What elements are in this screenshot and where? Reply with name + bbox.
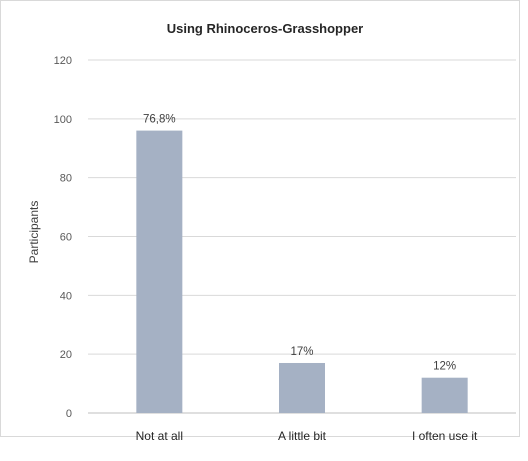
bars [136, 130, 468, 413]
data-label: 76,8% [143, 114, 176, 126]
data-label: 17% [290, 346, 313, 358]
y-tick-label: 0 [66, 408, 72, 420]
y-tick-label: 60 [60, 232, 72, 244]
category-label: I often use it [412, 429, 478, 443]
y-tick-label: 80 [60, 173, 72, 185]
data-labels: 76,8% 17% 12% [143, 114, 456, 373]
bar [279, 362, 325, 413]
y-axis-label: Participants [27, 201, 41, 264]
y-tick-label: 120 [54, 55, 72, 67]
chart-title: Using Rhinoceros-Grasshopper [167, 21, 363, 36]
x-axis-categories: Not at all A little bit I often use it [136, 429, 478, 443]
data-label: 12% [433, 361, 456, 373]
category-label: A little bit [278, 429, 327, 443]
y-tick-label: 100 [54, 114, 72, 126]
chart-frame [0, 0, 520, 437]
y-tick-label: 40 [60, 290, 72, 302]
y-axis-ticks: 0 20 40 60 80 100 120 [54, 55, 72, 420]
bar [421, 377, 468, 413]
bar [136, 130, 183, 413]
y-tick-label: 20 [60, 349, 72, 361]
category-label: Not at all [136, 429, 183, 443]
